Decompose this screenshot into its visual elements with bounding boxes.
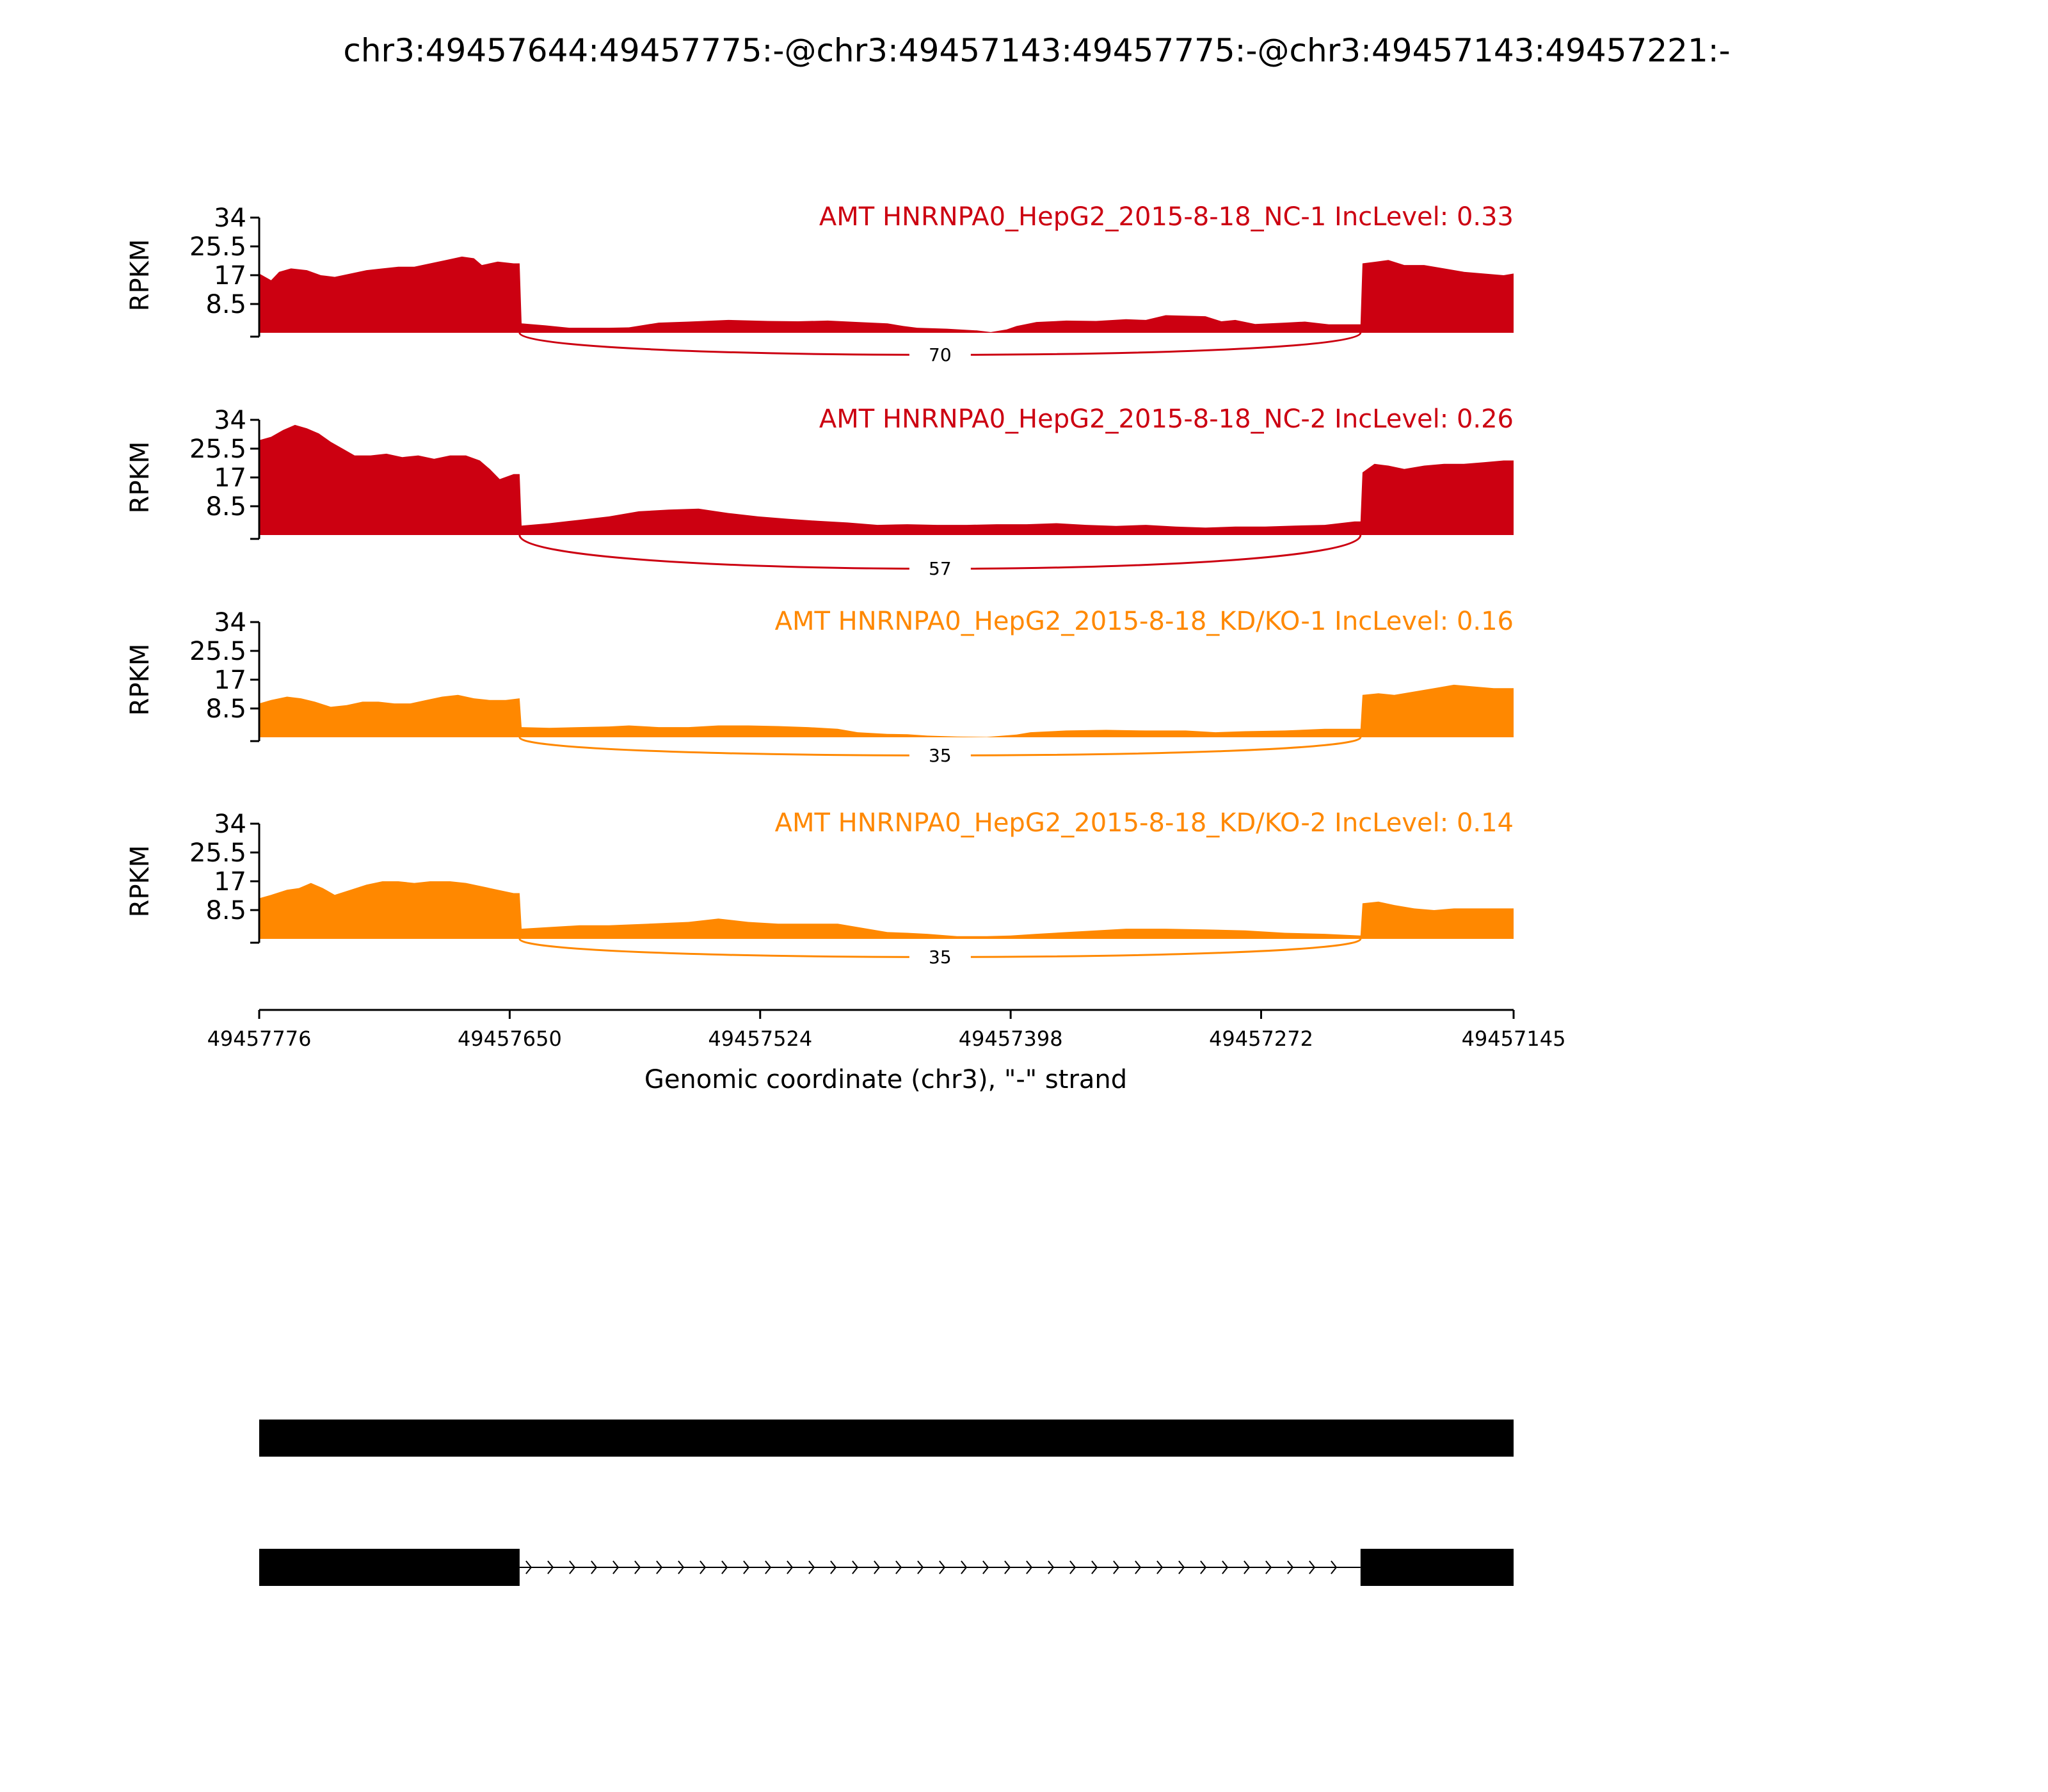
x-tick-label: 49457145 bbox=[1462, 1027, 1566, 1051]
intron-chevron bbox=[525, 1560, 532, 1574]
y-axis-label: RPKM bbox=[125, 442, 155, 514]
intron-chevron bbox=[982, 1560, 989, 1574]
intron-chevron bbox=[634, 1560, 641, 1574]
y-tick-label: 25.5 bbox=[189, 838, 246, 868]
intron-chevron bbox=[1265, 1560, 1272, 1574]
junction-label-bg bbox=[909, 342, 971, 367]
coverage-area bbox=[259, 684, 1514, 737]
intron-chevron bbox=[961, 1560, 968, 1574]
junction-label-bg bbox=[909, 742, 971, 768]
y-tick-label: 25.5 bbox=[189, 637, 246, 666]
page-title: chr3:49457644:49457775:-@chr3:49457143:4… bbox=[343, 32, 1730, 69]
intron-chevron bbox=[591, 1560, 598, 1574]
y-tick-label: 25.5 bbox=[189, 232, 246, 262]
intron-chevron bbox=[874, 1560, 881, 1574]
x-axis-label: Genomic coordinate (chr3), "-" strand bbox=[644, 1065, 1127, 1094]
intron-chevron bbox=[547, 1560, 554, 1574]
exon-block bbox=[259, 1420, 1514, 1457]
x-tick-label: 49457398 bbox=[959, 1027, 1063, 1051]
y-tick-label: 34 bbox=[214, 406, 246, 435]
intron-chevron bbox=[721, 1560, 728, 1574]
intron-chevron bbox=[1069, 1560, 1076, 1574]
x-axis: 49457776 49457650 49457524 49457398 49457272… bbox=[207, 1009, 1566, 1094]
intron-chevron bbox=[656, 1560, 663, 1574]
exon-block bbox=[1360, 1549, 1514, 1586]
intron-chevron bbox=[1004, 1560, 1011, 1574]
intron-chevron bbox=[1331, 1560, 1338, 1574]
intron-chevron bbox=[700, 1560, 707, 1574]
isoform bbox=[259, 1420, 1514, 1457]
intron-chevron bbox=[939, 1560, 946, 1574]
intron-chevron bbox=[1156, 1560, 1164, 1574]
intron-chevron bbox=[1135, 1560, 1142, 1574]
y-tick-label: 34 bbox=[214, 204, 246, 233]
coverage-area bbox=[259, 881, 1514, 939]
intron-chevron bbox=[1244, 1560, 1251, 1574]
coverage-area bbox=[259, 256, 1514, 333]
intron-chevron bbox=[765, 1560, 772, 1574]
y-tick-label: 17 bbox=[214, 867, 246, 897]
track-label: AMT HNRNPA0_HepG2_2015-8-18_KD/KO-2 IncL… bbox=[775, 808, 1514, 838]
intron-chevron bbox=[852, 1560, 859, 1574]
intron-chevron bbox=[1048, 1560, 1055, 1574]
isoform bbox=[259, 1549, 1514, 1586]
intron-chevron bbox=[1026, 1560, 1033, 1574]
junction-count: 35 bbox=[929, 745, 952, 766]
y-tick-label: 34 bbox=[214, 608, 246, 637]
y-axis-label: RPKM bbox=[125, 644, 155, 716]
track-label: AMT HNRNPA0_HepG2_2015-8-18_NC-2 IncLeve… bbox=[819, 404, 1514, 434]
x-tick-label: 49457524 bbox=[708, 1027, 812, 1051]
y-tick-label: 17 bbox=[214, 261, 246, 291]
intron-chevron bbox=[808, 1560, 815, 1574]
intron-chevron bbox=[1113, 1560, 1120, 1574]
intron-chevron bbox=[1178, 1560, 1185, 1574]
intron-chevron bbox=[917, 1560, 924, 1574]
intron-chevron bbox=[787, 1560, 794, 1574]
isoform-structures bbox=[259, 1420, 1514, 1586]
intron-chevron bbox=[743, 1560, 750, 1574]
y-tick-label: 8.5 bbox=[205, 896, 246, 925]
y-tick-label: 34 bbox=[214, 810, 246, 839]
x-tick-label: 49457650 bbox=[458, 1027, 562, 1051]
intron-chevron bbox=[1287, 1560, 1294, 1574]
intron-chevron bbox=[1200, 1560, 1207, 1574]
intron-chevron bbox=[830, 1560, 837, 1574]
intron-chevron bbox=[1222, 1560, 1229, 1574]
y-tick-label: 17 bbox=[214, 666, 246, 695]
coverage-area bbox=[259, 424, 1514, 535]
junction-count: 57 bbox=[929, 558, 952, 579]
junction-count: 35 bbox=[929, 947, 952, 968]
track-label: AMT HNRNPA0_HepG2_2015-8-18_KD/KO-1 IncL… bbox=[775, 607, 1514, 636]
intron-chevron bbox=[895, 1560, 902, 1574]
intron-chevron bbox=[569, 1560, 576, 1574]
intron-chevron bbox=[678, 1560, 685, 1574]
intron-chevron bbox=[1309, 1560, 1316, 1574]
track-label: AMT HNRNPA0_HepG2_2015-8-18_NC-1 IncLeve… bbox=[819, 202, 1514, 232]
intron-chevron bbox=[1091, 1560, 1098, 1574]
y-tick-label: 8.5 bbox=[205, 694, 246, 724]
x-tick-label: 49457272 bbox=[1209, 1027, 1313, 1051]
y-tick-label: 8.5 bbox=[205, 290, 246, 319]
junction-label-bg bbox=[909, 944, 971, 970]
y-tick-label: 17 bbox=[214, 463, 246, 493]
y-axis-label: RPKM bbox=[125, 239, 155, 312]
junction-label-bg bbox=[909, 556, 971, 581]
y-axis-label: RPKM bbox=[125, 845, 155, 918]
x-tick-label: 49457776 bbox=[207, 1027, 312, 1051]
exon-block bbox=[259, 1549, 520, 1586]
junction-count: 70 bbox=[929, 344, 952, 365]
intron-chevron bbox=[612, 1560, 620, 1574]
y-tick-label: 8.5 bbox=[205, 492, 246, 522]
y-tick-label: 25.5 bbox=[189, 435, 246, 464]
